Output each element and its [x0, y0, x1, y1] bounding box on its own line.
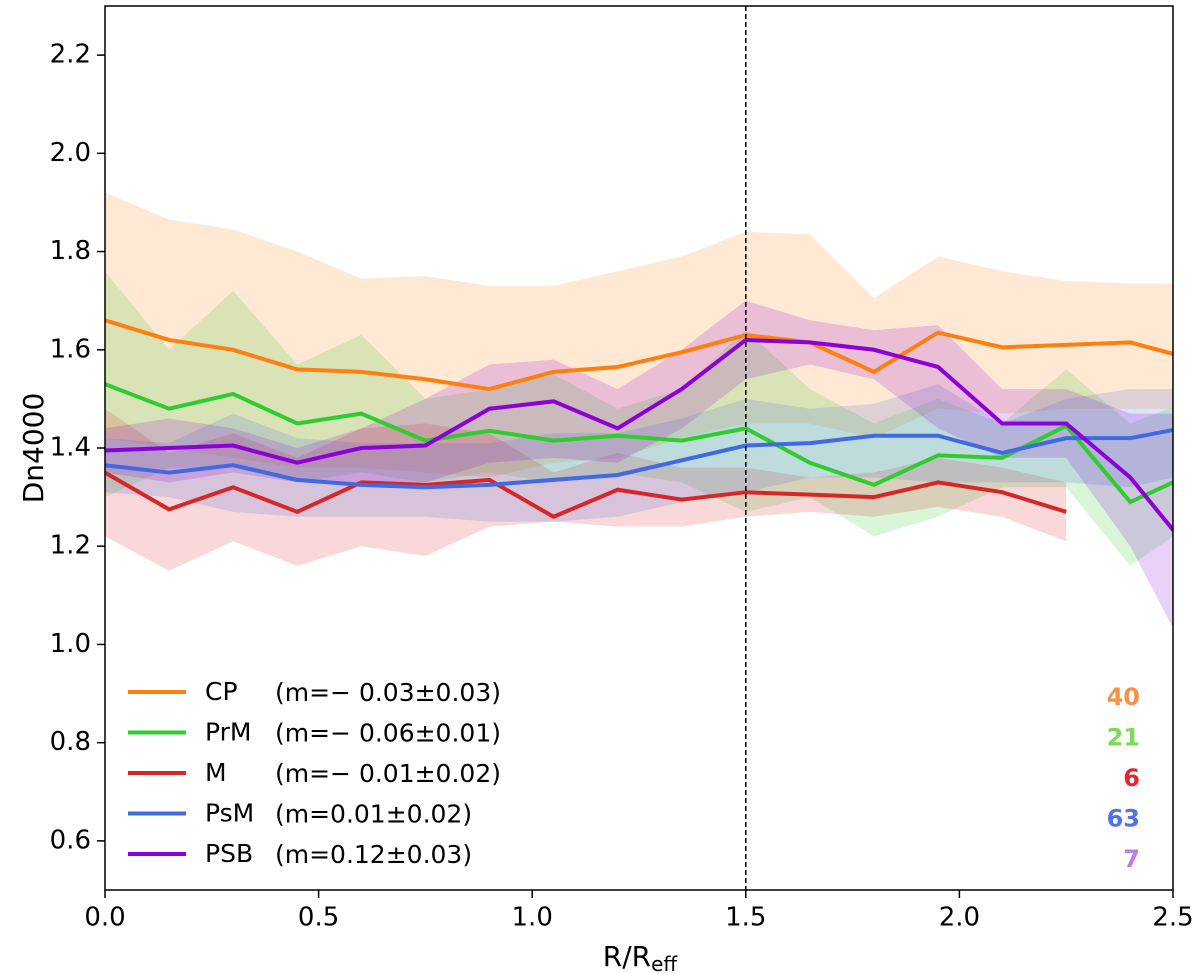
x-axis-label: R/Reff [603, 940, 679, 973]
lines [105, 318, 1173, 534]
legend-slope: (m=0.01±0.02) [275, 800, 472, 829]
series-line [105, 337, 1173, 534]
legend-label: PrM [205, 718, 251, 747]
y-tick-label: 2.0 [50, 138, 91, 168]
x-tick-label: 0.0 [84, 903, 125, 933]
x-tick-label: 2.0 [939, 903, 980, 933]
legend-slope: (m=− 0.03±0.03) [275, 678, 501, 707]
legend-label: CP [205, 677, 238, 706]
count-label: 7 [1123, 845, 1140, 873]
error-band [105, 271, 1173, 566]
count-label: 63 [1107, 805, 1140, 833]
y-axis-label: Dn4000 [17, 393, 50, 504]
error-band [105, 384, 1173, 522]
y-tick-label: 0.8 [50, 727, 91, 757]
y-tick-label: 1.6 [50, 334, 91, 364]
y-tick-label: 1.4 [50, 433, 91, 463]
count-label: 6 [1123, 764, 1140, 792]
x-tick-label: 1.0 [512, 903, 553, 933]
error-band [105, 408, 1067, 571]
series-line [105, 427, 1173, 490]
legend-slope: (m=− 0.01±0.02) [275, 759, 501, 788]
legend-label: M [205, 758, 227, 787]
x-tick-label: 0.5 [298, 903, 339, 933]
count-label: 40 [1107, 683, 1140, 711]
legend-slope: (m=0.12±0.03) [275, 840, 472, 869]
y-tick-label: 1.8 [50, 236, 91, 266]
legend-label: PsM [205, 799, 254, 828]
count-label: 21 [1107, 724, 1140, 752]
series-line [105, 318, 1173, 392]
x-axis-label-sub: eff [651, 952, 678, 973]
bands [105, 192, 1173, 629]
y-tick-label: 1.2 [50, 531, 91, 561]
error-band [105, 300, 1173, 629]
legend-label: PSB [205, 839, 253, 868]
y-tick-label: 1.0 [50, 629, 91, 659]
legend-slope: (m=− 0.06±0.01) [275, 719, 501, 748]
x-tick-label: 2.5 [1152, 903, 1193, 933]
y-tick-label: 0.6 [50, 825, 91, 855]
x-axis-label-main: R/R [603, 940, 651, 973]
error-band [105, 192, 1173, 478]
series-line [105, 470, 1067, 519]
x-tick-label: 1.5 [725, 903, 766, 933]
y-tick-label: 2.2 [50, 40, 91, 70]
